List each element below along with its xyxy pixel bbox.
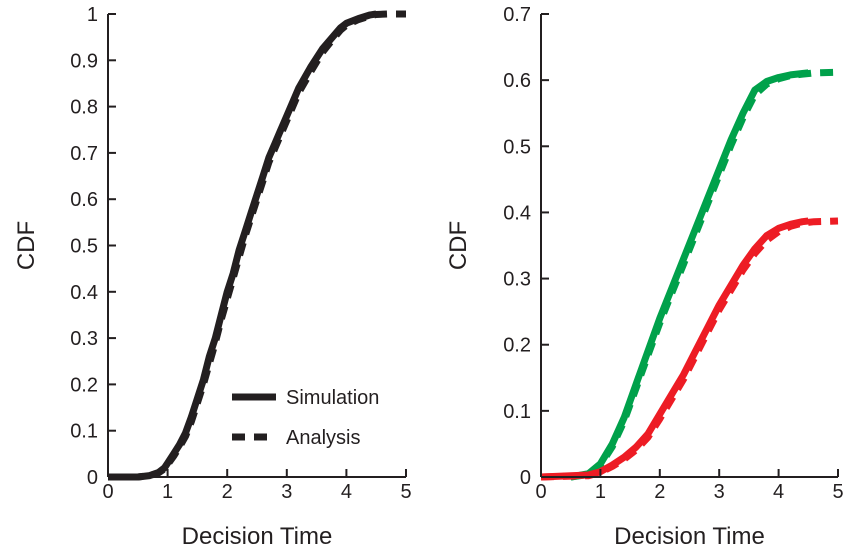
right-x-tick-label: 3 xyxy=(714,481,725,503)
right-x-tick-label: 4 xyxy=(773,481,784,503)
left-x-tick-label: 4 xyxy=(341,481,352,503)
left-y-tick-label: 0.9 xyxy=(70,50,98,72)
left-y-tick-label: 0.5 xyxy=(70,236,98,258)
left-y-tick-label: 0.6 xyxy=(70,189,98,211)
left-x-tick-label: 1 xyxy=(162,481,173,503)
left-y-tick-label: 0.8 xyxy=(70,97,98,119)
legend-simulation-label: Simulation xyxy=(286,387,379,409)
right-y-tick-label: 0.1 xyxy=(503,401,531,423)
left-y-tick-label: 0.2 xyxy=(70,374,98,396)
left-series-analysis-line xyxy=(108,10,406,481)
right-x-axis-label: Decision Time xyxy=(614,523,765,550)
left-legend: Simulation Analysis xyxy=(232,387,379,449)
right-series-2-line xyxy=(570,68,839,481)
right-y-tick-label: 0.2 xyxy=(503,335,531,357)
right-y-tick-label: 0.4 xyxy=(503,202,531,224)
right-y-tick-label: 0.6 xyxy=(503,70,531,92)
right-chart: 0 0.1 0.2 0.3 0.4 0.5 0.6 0.7 0 1 2 3 4 5 Decision Tim… xyxy=(445,4,844,550)
left-x-tick-label: 3 xyxy=(281,481,292,503)
left-y-tick-label: 0.3 xyxy=(70,328,98,350)
left-x-tick-label: 5 xyxy=(400,481,411,503)
legend-analysis-label: Analysis xyxy=(286,427,360,449)
left-y-tick-label: 0.1 xyxy=(70,421,98,443)
left-y-tick-label: 0.7 xyxy=(70,143,98,165)
left-y-axis-label: CDF xyxy=(13,221,40,270)
right-y-tick-label: 0.5 xyxy=(503,136,531,158)
right-series-4-line xyxy=(540,217,839,481)
left-y-tick-label: 0.4 xyxy=(70,282,98,304)
left-x-tick-label: 0 xyxy=(102,481,113,503)
right-x-tick-label: 2 xyxy=(654,481,665,503)
left-series-group xyxy=(108,10,406,481)
right-series-3-line xyxy=(540,217,809,481)
left-y-tick-label: 1 xyxy=(87,4,98,26)
right-series-group xyxy=(540,68,839,481)
right-y-tick-label: 0 xyxy=(520,467,531,489)
left-chart: 0 0.1 0.2 0.3 0.4 0.5 0.6 0.7 0.8 0.9 1 0 1 2 3 4 5 Decis… xyxy=(13,4,412,550)
left-x-tick-label: 2 xyxy=(222,481,233,503)
right-series-1-line xyxy=(570,69,809,481)
left-x-axis-label: Decision Time xyxy=(182,523,333,550)
left-y-tick-label: 0 xyxy=(87,467,98,489)
right-y-axis-label: CDF xyxy=(445,221,472,270)
right-x-tick-label: 0 xyxy=(535,481,546,503)
right-y-tick-label: 0.3 xyxy=(503,269,531,291)
right-x-tick-label: 1 xyxy=(595,481,606,503)
right-y-tick-label: 0.7 xyxy=(503,4,531,26)
right-x-tick-label: 5 xyxy=(832,481,843,503)
